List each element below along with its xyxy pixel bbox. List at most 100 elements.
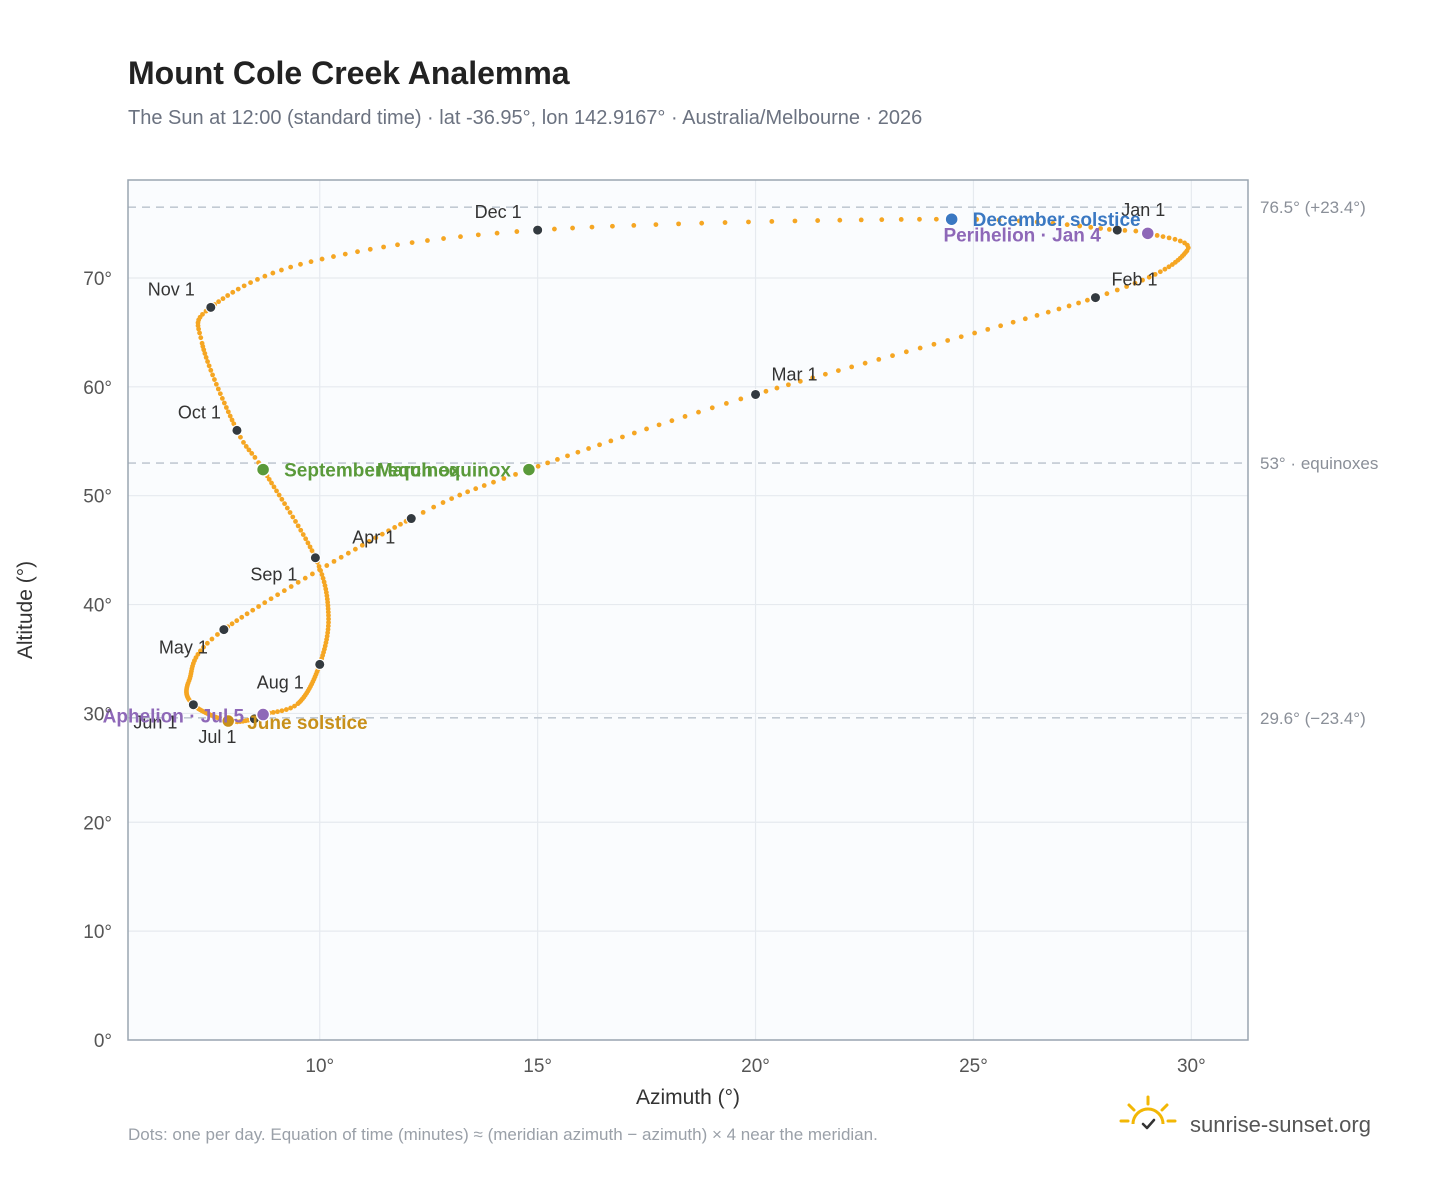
day-dot [835,368,841,373]
day-dot [644,426,649,432]
axis-ticks: 10° 15° 20° 25° 30° 0° 10° 20° 30° 40° 50° 60° 70° [83,269,1205,1077]
day-dot [284,505,290,511]
day-dot [308,259,314,265]
day-dot [215,386,221,392]
day-dot [246,447,252,453]
day-dot [738,396,744,402]
day-dot [879,217,885,223]
day-dot [1160,234,1166,240]
x-tick-label: 25° [959,1056,988,1077]
day-dot [849,364,855,370]
month-label: Jun 1 [133,713,177,733]
day-dot [792,218,798,224]
day-dot [225,293,231,298]
day-dot [653,222,659,228]
day-dot [1064,222,1070,228]
day-dot [1050,220,1056,226]
event-dot [521,462,537,477]
day-dot [491,479,496,485]
day-dot [890,353,895,359]
day-dot [1124,284,1130,289]
day-dot [1104,291,1110,297]
day-dot [227,413,233,419]
day-dot [810,375,816,381]
day-dot [290,514,296,520]
y-tick-label: 50° [83,487,112,508]
event-label: Aphelion · Jul 5 [103,707,245,728]
day-dot [325,626,331,632]
month-label: Dec 1 [475,202,522,222]
day-dot [295,523,301,529]
day-dot [366,539,372,544]
day-dot [440,500,446,505]
day-dot [917,216,922,222]
day-dot [903,349,909,355]
day-dot [597,442,602,448]
day-dot [815,218,821,223]
event-dot [1140,226,1156,241]
day-dot [238,434,243,440]
day-dot [319,256,325,262]
day-dot [746,219,751,225]
day-dot [1154,233,1160,238]
day-dot [1177,238,1183,244]
event-dot [255,462,271,477]
day-dot [200,311,205,317]
day-dot [281,588,287,594]
day-dot [255,276,260,282]
day-dot [241,439,246,445]
day-dot [1088,224,1094,230]
day-dot [203,354,209,360]
day-dot [1166,235,1172,241]
day-dot [786,382,791,388]
month-label: Mar 1 [772,364,818,384]
day-dot [420,509,426,515]
day-dot [279,708,285,714]
day-dot [215,632,220,637]
day-dot [305,540,311,546]
day-dot [610,223,615,229]
day-dot [262,273,268,279]
event-label: Perihelion · Jan 4 [943,225,1101,246]
day-dot [1016,218,1022,224]
day-dot [197,330,202,336]
reference-line-label: 29.6° (−23.4°) [1260,709,1366,728]
day-dot [1132,280,1138,286]
day-dot [206,363,212,369]
day-dot [205,359,210,364]
day-dot [331,558,337,564]
month-dot [532,224,544,236]
page-title: Mount Cole Creek Analemma [128,55,570,91]
day-dot [709,405,715,411]
day-dot [481,483,487,488]
month-label: Aug 1 [257,672,304,692]
x-tick-label: 10° [305,1056,334,1077]
month-label: Oct 1 [178,402,221,422]
day-dot [669,418,675,424]
day-dot [229,417,235,423]
day-dot [699,220,705,226]
month-label: Feb 1 [1111,270,1157,290]
day-dot [631,430,637,436]
footnote: Dots: one per day. Equation of time (min… [128,1125,878,1144]
day-dot [425,238,430,243]
day-dot [352,546,358,552]
day-dot [1098,226,1103,231]
day-dot [1157,269,1163,275]
day-dot [298,261,303,267]
day-dot [248,280,253,286]
day-dot [974,217,980,222]
reference-line-label: 76.5° (+23.4°) [1260,198,1366,217]
event-label: March equinox [377,461,512,482]
day-dot [1133,228,1139,234]
day-dot [1077,223,1083,229]
day-dot [1066,303,1072,309]
day-dot [197,648,203,654]
y-axis-label: Altitude (°) [14,561,37,659]
day-dot [1084,297,1090,303]
day-dot [326,616,331,622]
day-dot [769,219,775,224]
day-dot [210,372,215,378]
day-dot [392,525,398,530]
day-dot [288,264,294,270]
